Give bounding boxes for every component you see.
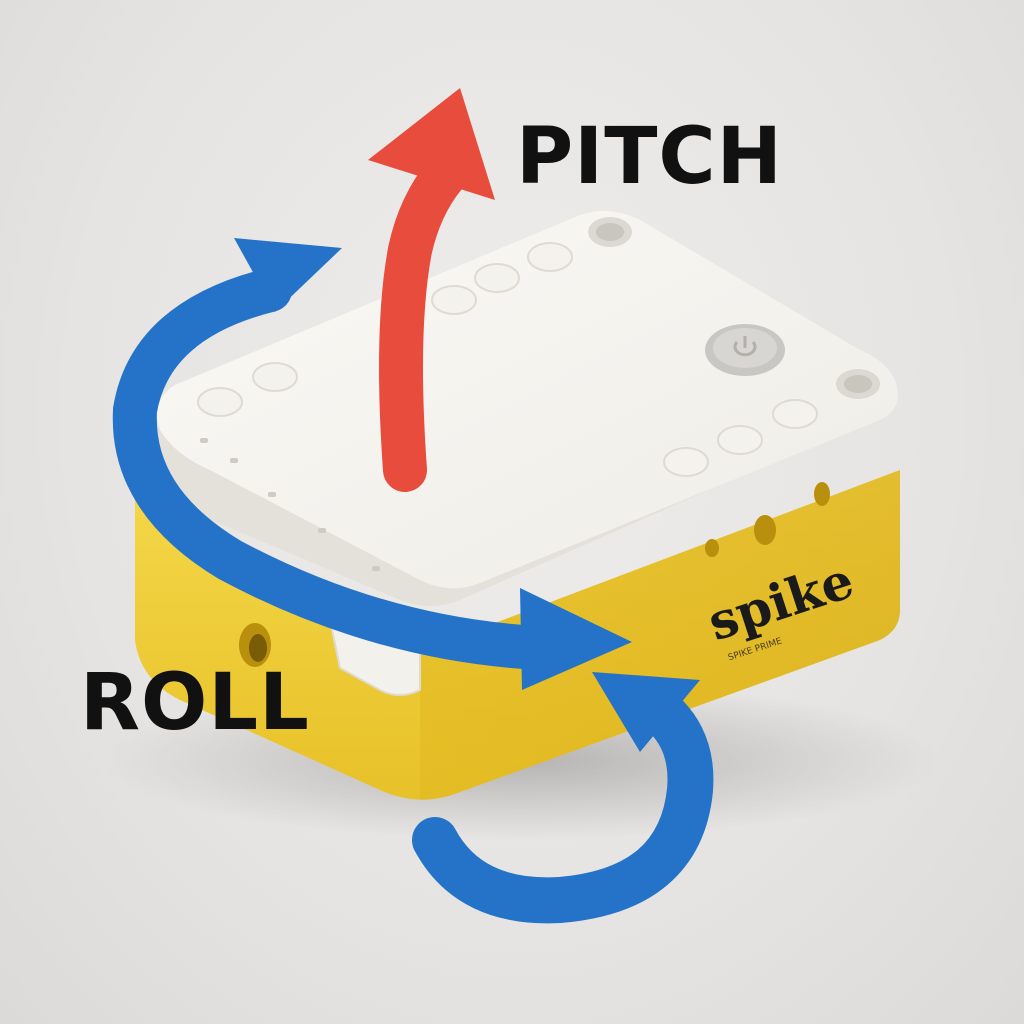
base-hole-right <box>754 515 776 545</box>
studs-left-row <box>197 362 298 417</box>
studs-top-row <box>431 242 573 315</box>
hub-top-surface <box>157 211 898 589</box>
base-hole-right-2 <box>814 482 830 506</box>
studs-right-row <box>663 399 818 477</box>
pitch-label: PITCH <box>516 112 783 202</box>
hub-top-side <box>150 380 890 606</box>
corner-hole-right-inner <box>844 375 872 393</box>
pitch-arrow-shaft <box>379 153 467 492</box>
corner-hole-top-inner <box>596 223 624 241</box>
power-button-icon[interactable] <box>705 324 785 376</box>
roll-arrowhead-right-icon <box>520 588 632 690</box>
port-marks <box>200 438 380 571</box>
roll-arrow-shaft <box>112 268 562 670</box>
roll-arrowhead-top-icon <box>234 238 342 312</box>
rotate-arrow-shaft <box>412 677 714 924</box>
rotate-arrowhead-icon <box>592 672 700 752</box>
hub-base-side <box>420 470 900 800</box>
base-hole-left-inner <box>249 634 267 662</box>
base-hole-small <box>705 539 719 557</box>
roll-label: ROLL <box>80 658 310 748</box>
pitch-arrowhead-icon <box>368 88 495 200</box>
